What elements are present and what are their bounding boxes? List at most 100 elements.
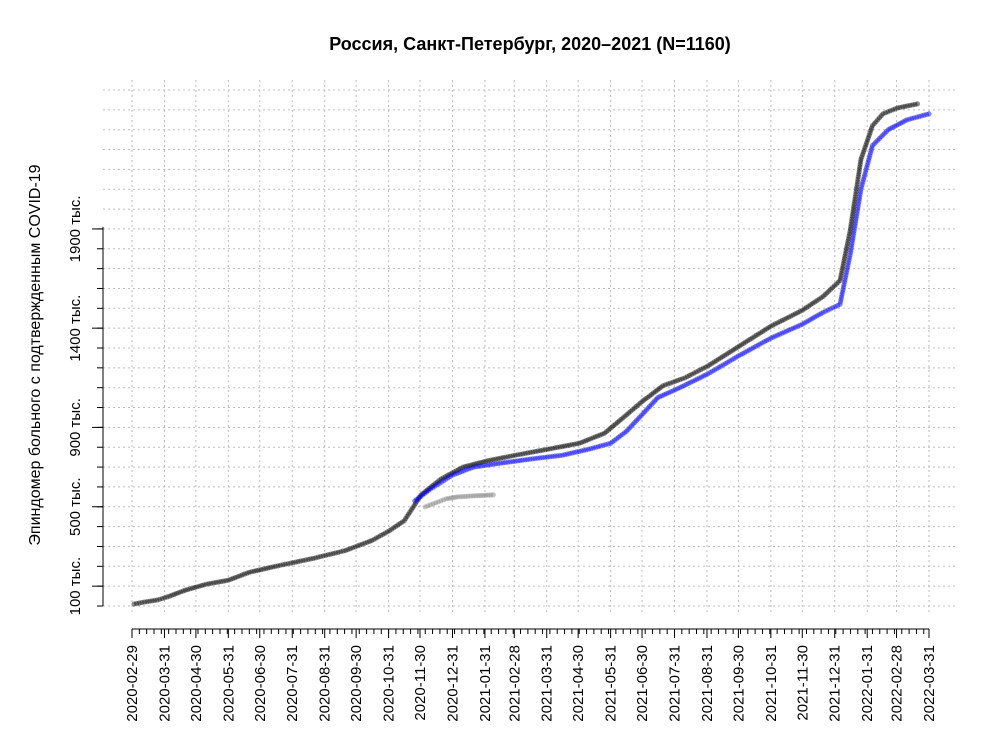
data-point <box>480 492 486 498</box>
data-point <box>666 390 672 396</box>
data-point <box>705 371 711 377</box>
data-point <box>860 179 866 185</box>
data-point <box>718 363 724 369</box>
data-point <box>855 206 861 212</box>
data-point <box>152 597 158 604</box>
data-point <box>201 582 207 588</box>
data-point <box>667 380 673 386</box>
data-point <box>422 490 428 496</box>
data-point <box>743 339 749 345</box>
data-point <box>364 539 370 545</box>
y-tick-label: 100 тыс. <box>67 557 84 616</box>
data-point <box>845 238 851 244</box>
data-point <box>732 346 738 352</box>
data-point <box>843 246 850 252</box>
data-point <box>865 135 871 141</box>
data-point <box>857 191 863 197</box>
data-point <box>861 147 867 153</box>
data-point <box>753 332 759 338</box>
data-point <box>333 550 339 556</box>
data-point <box>517 451 523 457</box>
data-point <box>632 419 638 425</box>
data-point <box>422 489 428 495</box>
data-point <box>280 562 286 568</box>
data-point <box>443 476 449 482</box>
data-point <box>532 448 538 455</box>
data-point <box>547 446 553 452</box>
data-point <box>672 378 678 384</box>
data-point <box>755 342 761 348</box>
data-point <box>824 290 830 296</box>
data-point <box>849 213 855 220</box>
data-point <box>868 127 874 134</box>
data-point <box>208 580 214 586</box>
data-point <box>803 304 810 311</box>
data-point <box>384 529 390 535</box>
data-point <box>167 593 173 599</box>
data-point <box>653 396 659 402</box>
data-point <box>810 300 816 306</box>
data-point <box>853 191 859 197</box>
data-point <box>895 105 901 111</box>
data-point <box>196 583 202 589</box>
data-point <box>640 410 646 417</box>
data-point <box>790 325 796 331</box>
data-point <box>455 494 461 500</box>
data-point <box>569 450 575 456</box>
data-point <box>465 463 471 469</box>
data-point <box>532 455 538 462</box>
data-point <box>919 113 925 119</box>
data-point <box>425 503 431 509</box>
data-point <box>454 470 460 476</box>
data-point <box>683 381 689 388</box>
data-point <box>777 331 783 337</box>
data-point <box>505 459 511 465</box>
data-point <box>178 589 184 595</box>
data-point <box>176 590 182 596</box>
data-point <box>645 394 651 400</box>
data-point <box>586 446 592 452</box>
data-point <box>510 458 516 465</box>
data-point <box>900 104 906 110</box>
data-point <box>490 461 496 467</box>
data-point <box>751 334 757 340</box>
data-point <box>738 342 745 348</box>
data-point <box>685 380 692 386</box>
data-point <box>481 459 487 465</box>
x-tick-label: 2021-09-30 <box>730 645 747 722</box>
data-point <box>515 458 521 464</box>
data-point <box>585 437 591 443</box>
data-point <box>830 305 836 311</box>
data-point <box>887 108 893 114</box>
data-point <box>835 279 841 285</box>
data-point <box>411 503 417 509</box>
data-point <box>298 558 304 564</box>
data-point <box>159 595 165 602</box>
data-point <box>594 433 601 439</box>
data-point <box>520 451 526 457</box>
data-point <box>493 456 499 462</box>
data-point <box>856 171 862 177</box>
data-point <box>618 416 624 422</box>
data-point <box>440 475 446 481</box>
data-point <box>522 457 528 463</box>
data-point <box>277 562 284 568</box>
data-point <box>600 442 606 448</box>
data-point <box>864 137 871 143</box>
series-1 <box>422 492 496 510</box>
data-point <box>849 216 855 222</box>
data-point <box>627 425 633 431</box>
data-point <box>391 525 397 531</box>
data-point <box>490 457 496 463</box>
data-point <box>741 340 747 346</box>
data-point <box>700 365 707 371</box>
series-2 <box>412 111 932 504</box>
data-point <box>914 101 921 107</box>
data-point <box>693 369 700 375</box>
data-point <box>837 277 843 284</box>
data-point <box>840 260 847 266</box>
data-point <box>343 547 349 554</box>
x-axis: 2020-02-29 2020-03-31 2020-04-30 2020-05-31… <box>124 628 938 722</box>
data-point <box>838 270 845 276</box>
data-point <box>434 479 440 485</box>
